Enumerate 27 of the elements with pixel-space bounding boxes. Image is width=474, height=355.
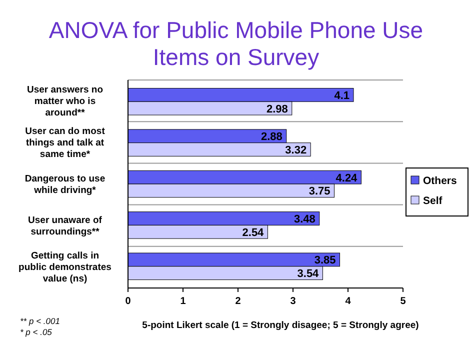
y-tick-label: Dangerous to use while driving*	[24, 173, 106, 196]
text: ** p < .001	[20, 316, 60, 326]
x-tick-label: 4	[345, 296, 352, 307]
y-tick-label: Getting calls in public demonstrates value (ns)	[18, 250, 112, 285]
data-label: 2.88	[260, 131, 282, 144]
data-label: 4.24	[336, 172, 358, 184]
x-tick-label: 1	[180, 296, 186, 307]
x-tick-label: 0	[125, 296, 132, 307]
data-label: 3.48	[294, 213, 316, 226]
legend-label: Self	[423, 195, 443, 207]
data-label: 2.98	[266, 103, 288, 116]
data-label: 3.85	[314, 254, 336, 267]
data-label: 3.54	[297, 268, 320, 280]
text: * p < .05	[20, 327, 52, 337]
x-tick-label: 5	[400, 296, 406, 307]
x-tick-label: 2	[235, 296, 242, 307]
data-label: 4.1	[334, 90, 350, 102]
data-label: 3.75	[308, 186, 330, 198]
y-tick-label: User can do most things and talk at same time*	[25, 126, 106, 160]
x-tick-label: 3	[290, 296, 296, 307]
legend-label: Others	[423, 175, 458, 187]
y-tick-label: User unaware of surroundings**	[28, 214, 103, 238]
x-axis-title: 5-point Likert scale (1 = Strongly disagee; 5 = Strongly agree)	[142, 320, 419, 331]
data-label: 2.54	[242, 226, 265, 239]
data-label: 3.32	[285, 144, 307, 157]
chart-title: ANOVA for Public Mobile Phone Use Items on Survey	[48, 17, 424, 70]
y-tick-label: User answers no matter who is around**	[26, 84, 104, 118]
